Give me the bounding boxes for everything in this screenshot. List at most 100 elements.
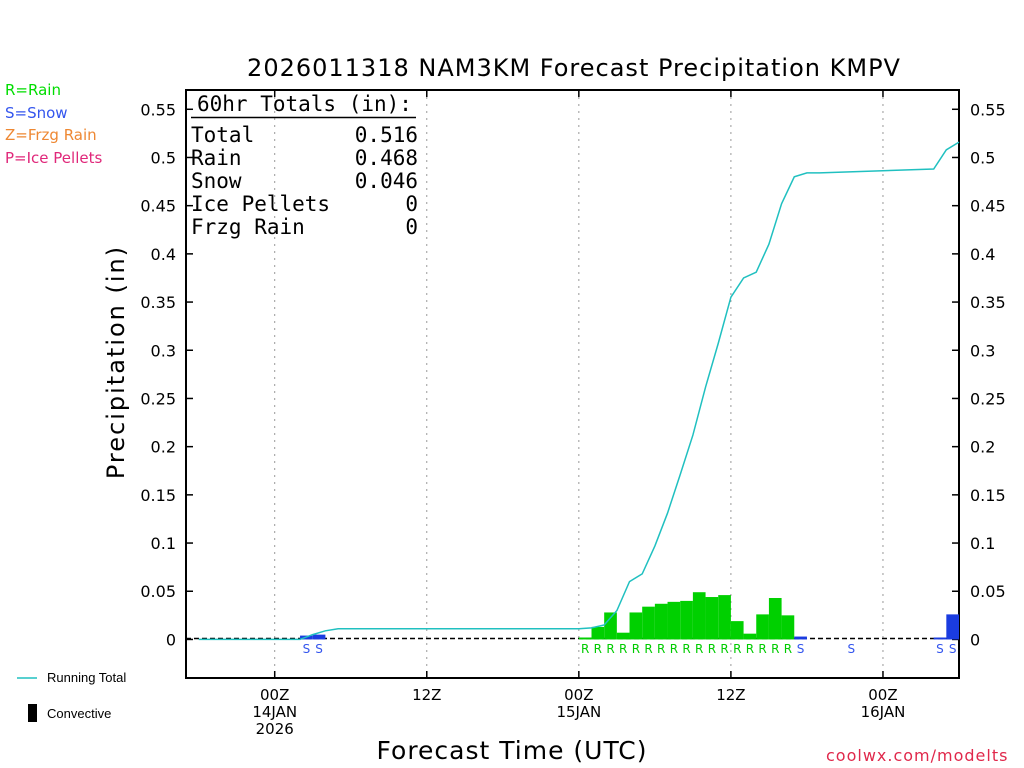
x-tick-label: 15JAN xyxy=(556,703,601,721)
y-tick-label-right: 0.5 xyxy=(970,148,995,167)
legend-convective-label: Convective xyxy=(47,706,112,721)
x-axis-title: Forecast Time (UTC) xyxy=(377,736,648,765)
precip-bar-rain xyxy=(692,592,706,640)
precip-bar-rain xyxy=(578,637,592,640)
axis-ticks xyxy=(186,90,959,678)
precip-bar-rain xyxy=(680,600,693,640)
y-tick-label: 0.55 xyxy=(140,100,176,119)
y-tick-label-right: 0.25 xyxy=(970,389,1006,408)
y-tick-label: 0.25 xyxy=(140,389,176,408)
ptype-marker: S xyxy=(847,642,855,656)
y-tick-label-right: 0.1 xyxy=(970,534,995,553)
ptype-marker: R xyxy=(670,642,678,656)
precip-bar-rain xyxy=(743,633,757,640)
precip-bar-rain xyxy=(591,626,605,640)
ptype-marker: S xyxy=(797,642,805,656)
ptype-marker: R xyxy=(682,642,690,656)
ptype-marker: R xyxy=(632,642,640,656)
chart-title: 2026011318 NAM3KM Forecast Precipitation… xyxy=(247,54,901,82)
y-tick-labels-left: 0 0.05 0.1 0.15 0.2 0.25 0.3 0.35 0.4 0.45 0.5 0.55 xyxy=(140,100,176,649)
precip-bar-rain xyxy=(667,601,681,640)
running-total-line xyxy=(198,141,960,641)
ptype-marker: R xyxy=(746,642,754,656)
x-tick-label: 00Z xyxy=(868,686,897,704)
ptype-marker: R xyxy=(784,642,792,656)
y-tick-label: 0.2 xyxy=(151,438,176,457)
legend-ice-pellets: P=Ice Pellets xyxy=(5,149,103,167)
y-tick-label: 0.5 xyxy=(151,148,176,167)
ptype-marker: R xyxy=(733,642,741,656)
ptype-marker: R xyxy=(606,642,614,656)
vertical-gridlines xyxy=(274,90,884,678)
ptype-marker: S xyxy=(936,642,944,656)
precip-bar-rain xyxy=(718,595,731,640)
y-tick-label-right: 0.45 xyxy=(970,197,1006,216)
precip-bar-snow xyxy=(794,636,807,640)
legend-snow: S=Snow xyxy=(5,104,68,122)
x-tick-label: 00Z xyxy=(564,686,593,704)
precip-bar-rain xyxy=(768,597,782,640)
x-tick-label: 14JAN xyxy=(252,703,297,721)
ptype-marker: R xyxy=(771,642,779,656)
y-tick-label: 0.05 xyxy=(140,582,176,601)
precip-bar-rain xyxy=(730,621,744,640)
precip-bar-rain xyxy=(654,603,668,640)
precip-bar-rain xyxy=(705,597,719,640)
ptype-marker: R xyxy=(594,642,602,656)
y-tick-label: 0.4 xyxy=(151,245,176,264)
legend-frzg-rain: Z=Frzg Rain xyxy=(5,126,97,144)
ptype-marker: R xyxy=(708,642,716,656)
credit-link[interactable]: coolwx.com/modelts xyxy=(826,746,1009,765)
y-tick-label: 0.15 xyxy=(140,486,176,505)
x-tick-label: 12Z xyxy=(412,686,441,704)
ptype-marker: R xyxy=(644,642,652,656)
y-tick-label-right: 0.05 xyxy=(970,582,1006,601)
y-tick-label: 0.45 xyxy=(140,197,176,216)
y-tick-label-right: 0.35 xyxy=(970,293,1006,312)
y-tick-label: 0.1 xyxy=(151,534,176,553)
y-tick-labels-right: 0 0.05 0.1 0.15 0.2 0.25 0.3 0.35 0.4 0.45 0.5 0.55 xyxy=(970,100,1006,649)
totals-name-total: Total xyxy=(191,123,254,147)
totals-value-frzg-rain: 0 xyxy=(405,215,418,239)
precip-bar-rain xyxy=(756,614,769,640)
ptype-marker: R xyxy=(581,642,589,656)
precip-bar-rain xyxy=(604,612,617,640)
ptype-marker: R xyxy=(619,642,627,656)
y-tick-label-right: 0.15 xyxy=(970,486,1006,505)
y-tick-label-right: 0.3 xyxy=(970,341,995,360)
totals-value-ice-pellets: 0 xyxy=(405,192,418,216)
precip-bar-snow xyxy=(946,614,959,640)
y-tick-label: 0.35 xyxy=(140,293,176,312)
convective-legend-swatch xyxy=(28,704,37,722)
totals-name-snow: Snow xyxy=(191,169,242,193)
x-tick-label: 2026 xyxy=(256,720,294,738)
plot-frame xyxy=(185,89,960,679)
ptype-marker: S xyxy=(949,642,957,656)
ptype-marker: R xyxy=(720,642,728,656)
totals-name-frzg-rain: Frzg Rain xyxy=(191,215,305,239)
precip-bar-rain xyxy=(642,606,655,640)
y-axis-title: Precipitation (in) xyxy=(102,245,130,479)
ptype-marker: R xyxy=(695,642,703,656)
totals-header: 60hr Totals (in): xyxy=(197,92,412,116)
precip-bar-rain xyxy=(616,632,630,640)
ptype-marker: R xyxy=(657,642,665,656)
y-tick-label-right: 0.55 xyxy=(970,100,1006,119)
totals-value-rain: 0.468 xyxy=(355,146,418,170)
ptype-marker: R xyxy=(758,642,766,656)
totals-value-snow: 0.046 xyxy=(355,169,418,193)
precip-bar-snow xyxy=(933,637,947,640)
x-tick-label: 00Z xyxy=(260,686,289,704)
totals-name-rain: Rain xyxy=(191,146,242,170)
y-tick-label-right: 0.2 xyxy=(970,438,995,457)
x-tick-label: 12Z xyxy=(716,686,745,704)
totals-name-ice-pellets: Ice Pellets xyxy=(191,192,330,216)
legend-rain: R=Rain xyxy=(5,81,61,99)
legend-running-total-label: Running Total xyxy=(47,670,127,685)
y-tick-label-right: 0 xyxy=(970,630,980,649)
precip-bar-rain xyxy=(629,612,643,640)
ptype-marker: S xyxy=(303,642,311,656)
y-tick-label-right: 0.4 xyxy=(970,245,995,264)
